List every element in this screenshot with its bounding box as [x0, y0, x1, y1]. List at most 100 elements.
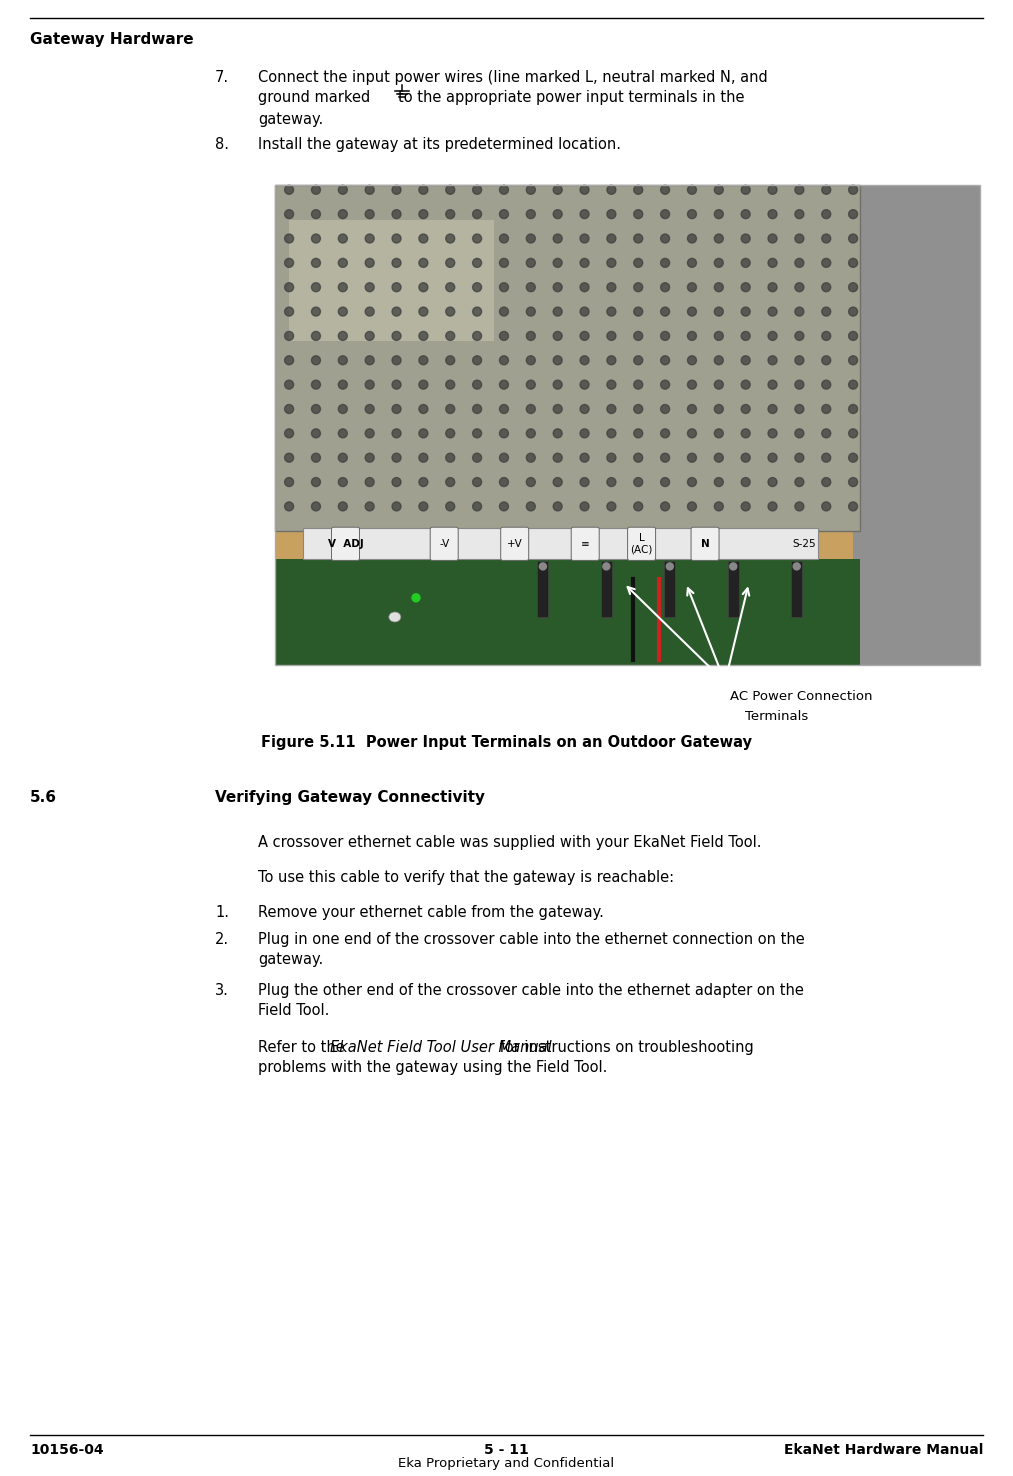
Circle shape	[603, 562, 610, 570]
Text: Terminals: Terminals	[745, 710, 808, 723]
Circle shape	[768, 235, 777, 244]
Circle shape	[849, 210, 858, 218]
Circle shape	[688, 283, 697, 292]
Circle shape	[688, 210, 697, 218]
Circle shape	[338, 186, 347, 195]
Circle shape	[849, 430, 858, 438]
Circle shape	[793, 562, 800, 570]
Circle shape	[660, 235, 670, 244]
Circle shape	[822, 186, 831, 195]
Circle shape	[742, 235, 751, 244]
Circle shape	[392, 258, 401, 267]
Circle shape	[365, 283, 374, 292]
Circle shape	[392, 453, 401, 462]
Text: 8.: 8.	[215, 137, 229, 152]
Circle shape	[714, 356, 723, 365]
Text: 5 - 11: 5 - 11	[483, 1444, 529, 1457]
Circle shape	[634, 502, 642, 511]
Text: gateway.: gateway.	[258, 952, 323, 967]
Circle shape	[473, 186, 481, 195]
Circle shape	[539, 562, 546, 570]
Circle shape	[714, 478, 723, 487]
Circle shape	[742, 453, 751, 462]
Circle shape	[527, 381, 535, 390]
Circle shape	[365, 356, 374, 365]
Circle shape	[311, 453, 320, 462]
Circle shape	[660, 381, 670, 390]
Circle shape	[311, 502, 320, 511]
Circle shape	[849, 381, 858, 390]
Text: gateway.: gateway.	[258, 112, 323, 127]
Circle shape	[419, 186, 427, 195]
Bar	[275, 184, 980, 666]
Circle shape	[768, 453, 777, 462]
Circle shape	[849, 307, 858, 316]
Circle shape	[795, 186, 804, 195]
Circle shape	[527, 283, 535, 292]
Circle shape	[338, 332, 347, 341]
Circle shape	[499, 356, 509, 365]
Circle shape	[768, 381, 777, 390]
Circle shape	[499, 478, 509, 487]
Text: S-25: S-25	[792, 539, 815, 549]
Circle shape	[365, 235, 374, 244]
Circle shape	[446, 478, 455, 487]
Circle shape	[419, 235, 427, 244]
FancyBboxPatch shape	[500, 527, 529, 561]
Circle shape	[688, 404, 697, 413]
Circle shape	[446, 502, 455, 511]
Ellipse shape	[389, 613, 401, 621]
Circle shape	[714, 235, 723, 244]
Circle shape	[795, 453, 804, 462]
Circle shape	[285, 210, 294, 218]
Circle shape	[714, 258, 723, 267]
Circle shape	[338, 478, 347, 487]
Circle shape	[795, 258, 804, 267]
Circle shape	[338, 283, 347, 292]
Circle shape	[338, 235, 347, 244]
Circle shape	[412, 593, 420, 602]
Circle shape	[714, 210, 723, 218]
Text: Refer to the: Refer to the	[258, 1041, 349, 1055]
Circle shape	[688, 381, 697, 390]
Circle shape	[499, 186, 509, 195]
Circle shape	[849, 478, 858, 487]
Circle shape	[419, 356, 427, 365]
Circle shape	[446, 258, 455, 267]
Circle shape	[365, 502, 374, 511]
Circle shape	[499, 235, 509, 244]
Circle shape	[527, 307, 535, 316]
Circle shape	[392, 381, 401, 390]
Circle shape	[660, 453, 670, 462]
Circle shape	[499, 332, 509, 341]
Circle shape	[365, 307, 374, 316]
Circle shape	[688, 307, 697, 316]
Text: Install the gateway at its predetermined location.: Install the gateway at its predetermined…	[258, 137, 621, 152]
Circle shape	[634, 430, 642, 438]
Circle shape	[849, 356, 858, 365]
Circle shape	[311, 404, 320, 413]
Circle shape	[742, 210, 751, 218]
Circle shape	[822, 453, 831, 462]
Circle shape	[419, 478, 427, 487]
Circle shape	[285, 356, 294, 365]
Circle shape	[527, 404, 535, 413]
Circle shape	[499, 453, 509, 462]
Circle shape	[311, 430, 320, 438]
Circle shape	[473, 502, 481, 511]
Circle shape	[365, 186, 374, 195]
FancyBboxPatch shape	[431, 527, 458, 561]
Text: 3.: 3.	[215, 983, 229, 998]
Circle shape	[473, 210, 481, 218]
Circle shape	[607, 478, 616, 487]
Circle shape	[607, 381, 616, 390]
Circle shape	[714, 502, 723, 511]
Circle shape	[446, 404, 455, 413]
Circle shape	[553, 283, 562, 292]
Circle shape	[822, 478, 831, 487]
Text: Connect the input power wires (line marked L, neutral marked N, and: Connect the input power wires (line mark…	[258, 69, 768, 86]
Circle shape	[688, 478, 697, 487]
Circle shape	[553, 258, 562, 267]
Circle shape	[768, 283, 777, 292]
Circle shape	[338, 502, 347, 511]
